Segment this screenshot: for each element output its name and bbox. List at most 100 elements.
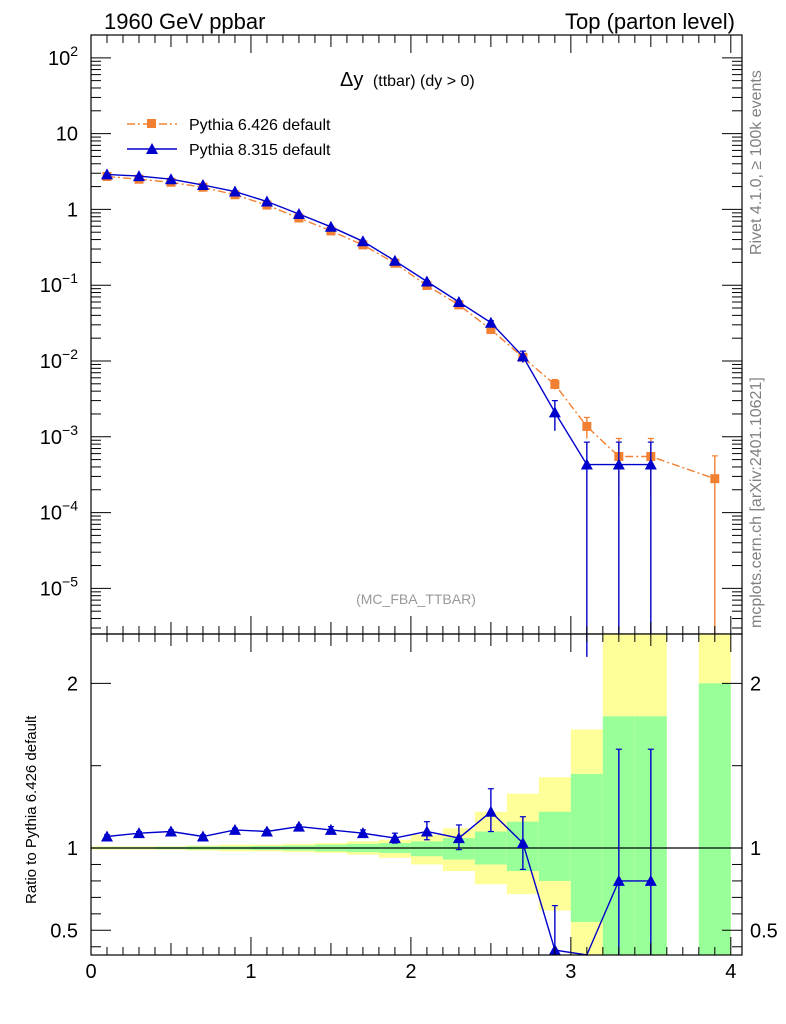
- ratio-data-point: [356, 827, 369, 839]
- ratio-ytick-label-right: 0.5: [750, 920, 778, 942]
- data-point-pythia8: [292, 207, 305, 219]
- ratio-ytick-label-right: 1: [750, 838, 761, 860]
- ratio-data-point: [228, 823, 241, 835]
- data-point-pythia8: [580, 458, 593, 470]
- data-point-pythia8: [324, 220, 337, 232]
- header-right: Top (parton level): [565, 9, 735, 34]
- data-point-pythia8: [484, 316, 497, 328]
- main-ytick-label: 102: [48, 43, 78, 70]
- main-ytick-base: 10: [56, 124, 78, 146]
- main-ytick-label: 10: [56, 124, 78, 146]
- ratio-line-pythia8: [106, 810, 651, 956]
- ratio-tick-labels: 0.5 0.5 1 1 2 2 0 1 2 3 4: [50, 673, 778, 983]
- data-point-pythia8: [356, 235, 369, 247]
- series-line-pythia8: [106, 173, 651, 466]
- main-ytick-exponent: −5: [62, 573, 78, 589]
- ratio-ylabel: Ratio to Pythia 6.426 default: [23, 715, 40, 904]
- main-ytick-base: 1: [67, 199, 78, 221]
- ratio-series-layer: [100, 748, 657, 956]
- legend-marker-pythia6: [147, 119, 156, 128]
- main-ytick-exponent: −2: [62, 346, 78, 362]
- ratio-data-point: [132, 827, 145, 839]
- main-ytick-label: 10−2: [40, 346, 78, 373]
- data-point-pythia8: [548, 406, 561, 418]
- main-title-sub: (ttbar) (dy > 0): [373, 73, 475, 90]
- main-ytick-exponent: −1: [62, 270, 78, 286]
- legend-label-pythia8: Pythia 8.315 default: [189, 142, 331, 159]
- watermark: (MC_FBA_TTBAR): [356, 591, 476, 607]
- uncertainty-band-green: [538, 811, 571, 881]
- ratio-data-point: [420, 825, 433, 837]
- xtick-label: 0: [85, 961, 96, 983]
- main-ticks: [90, 34, 742, 634]
- main-ytick-label: 10−3: [40, 422, 78, 449]
- ratio-data-point: [260, 825, 273, 837]
- ratio-ytick-label-left: 2: [67, 673, 78, 695]
- legend-label-pythia6: Pythia 6.426 default: [189, 117, 331, 134]
- ratio-bands-layer: [91, 634, 742, 955]
- ratio-data-point: [612, 874, 625, 886]
- xtick-label: 3: [565, 961, 576, 983]
- main-ytick-exponent: −4: [62, 498, 78, 514]
- ratio-panel: 0.5 0.5 1 1 2 2 0 1 2 3 4 Ratio to Pythia 6.426 de…: [23, 633, 778, 983]
- main-series-layer: [100, 168, 720, 657]
- data-point-pythia8: [164, 173, 177, 185]
- ratio-data-point: [324, 823, 337, 835]
- ratio-data-point: [292, 820, 305, 832]
- main-ytick-label: 10−1: [40, 270, 78, 297]
- main-ytick-label: 10−5: [40, 573, 78, 600]
- data-point-pythia8: [196, 178, 209, 190]
- data-point-pythia8: [644, 458, 657, 470]
- data-point-pythia8: [132, 170, 145, 182]
- ratio-data-point: [452, 832, 465, 844]
- xtick-label: 2: [405, 961, 416, 983]
- main-ytick-label: 10−4: [40, 498, 78, 525]
- rivet-label: Rivet 4.1.0, ≥ 100k events: [748, 70, 765, 255]
- data-point-pythia6: [710, 474, 720, 484]
- main-ytick-base: 10: [40, 503, 62, 525]
- main-ytick-base: 10: [40, 427, 62, 449]
- ratio-ticks: [90, 634, 742, 955]
- data-point-pythia8: [516, 350, 529, 362]
- series-line-pythia6: [106, 175, 716, 480]
- main-title: Δy (ttbar) (dy > 0): [340, 69, 475, 91]
- main-ytick-base: 10: [40, 275, 62, 297]
- data-point-pythia6: [486, 325, 496, 335]
- main-ytick-base: 10: [48, 48, 70, 70]
- ratio-data-point: [644, 874, 657, 886]
- xtick-label: 1: [245, 961, 256, 983]
- ratio-data-point: [484, 805, 497, 817]
- xtick-label: 4: [725, 961, 736, 983]
- mcplots-label: mcplots.cern.ch [arXiv:2401.10621]: [748, 377, 765, 628]
- ratio-data-point: [388, 832, 401, 844]
- main-ytick-exponent: 2: [70, 43, 78, 59]
- main-ytick-label: 1: [67, 199, 78, 221]
- data-point-pythia8: [100, 168, 113, 180]
- uncertainty-band-green: [698, 683, 731, 955]
- main-title-symbol: Δy: [340, 69, 363, 91]
- data-point-pythia8: [260, 195, 273, 207]
- main-ytick-base: 10: [40, 578, 62, 600]
- ratio-data-point: [164, 825, 177, 837]
- main-ytick-exponent: −3: [62, 422, 78, 438]
- ratio-ytick-label-right: 2: [750, 673, 761, 695]
- data-point-pythia8: [452, 296, 465, 308]
- ratio-data-point: [100, 830, 113, 842]
- data-point-pythia8: [388, 254, 401, 266]
- ratio-ytick-label-left: 1: [67, 838, 78, 860]
- ratio-frame: [90, 633, 743, 956]
- data-point-pythia6: [550, 379, 560, 389]
- legend-marker-pythia8: [146, 143, 158, 154]
- legend: Pythia 6.426 default Pythia 8.315 defaul…: [127, 117, 331, 159]
- data-point-pythia8: [612, 458, 625, 470]
- data-point-pythia6: [582, 421, 592, 431]
- main-ytick-base: 10: [40, 351, 62, 373]
- ratio-data-point: [196, 830, 209, 842]
- header-left: 1960 GeV ppbar: [104, 9, 265, 34]
- uncertainty-band-green: [410, 841, 443, 857]
- data-point-pythia8: [420, 275, 433, 287]
- ratio-data-point: [516, 837, 529, 849]
